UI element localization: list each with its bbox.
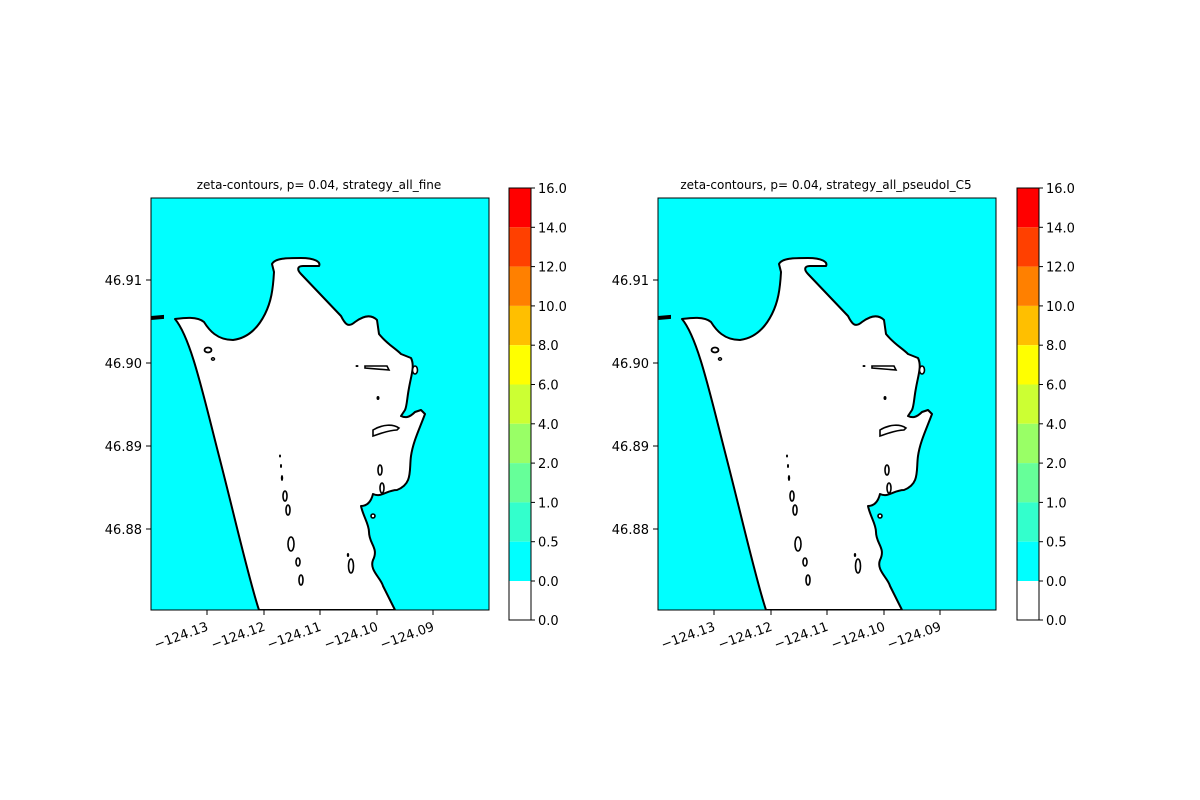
colorbar-label: 14.0 [538,221,567,236]
x-tick-label: −124.10 [322,620,380,653]
colorbar-label: 4.0 [1046,418,1067,433]
colorbar-label: 6.0 [538,379,559,394]
colorbar-label: 8.0 [538,339,559,354]
x-tick-label: −124.13 [659,620,717,653]
y-axis-1: 46.91 46.90 46.89 46.88 [105,274,151,538]
colorbar-label: 0.0 [538,614,559,629]
colorbar-label: 14.0 [1046,221,1075,236]
x-tick-label: −124.09 [885,620,943,653]
colorbar-label: 8.0 [1046,339,1067,354]
x-tick-label: −124.12 [716,620,774,653]
colorbar-label: 12.0 [1046,261,1075,276]
colorbar-label: 10.0 [1046,300,1075,315]
x-tick-label: −124.11 [265,620,323,653]
colorbar-label: 10.0 [538,300,567,315]
map-area-2 [657,197,997,611]
y-tick-label: 46.88 [105,523,142,538]
y-tick-label: 46.88 [612,523,649,538]
x-tick-label: −124.09 [378,620,436,653]
panel-2-title: zeta-contours, p= 0.04, strategy_all_pse… [680,178,971,192]
colorbar-label: 1.0 [1046,496,1067,511]
colorbar-label: 16.0 [1046,182,1075,197]
colorbar-label: 6.0 [1046,379,1067,394]
y-tick-label: 46.90 [105,357,142,372]
x-tick-label: −124.12 [209,620,267,653]
y-tick-label: 46.90 [612,357,649,372]
colorbar-label: 0.0 [1046,614,1067,629]
colorbar-label: 4.0 [538,418,559,433]
y-tick-label: 46.89 [105,440,142,455]
colorbar-label: 0.5 [538,536,559,551]
panel-1-title: zeta-contours, p= 0.04, strategy_all_fin… [197,178,442,192]
map-area-1 [150,197,490,611]
colorbar-label: 0.0 [1046,575,1067,590]
colorbar-2: 16.0 14.0 12.0 10.0 8.0 6.0 4.0 2.0 1.0 … [1016,182,1075,629]
colorbar-label: 2.0 [538,457,559,472]
x-tick-label: −124.10 [829,620,887,653]
x-axis-2: −124.13 −124.12 −124.11 −124.10 −124.09 [659,610,943,653]
y-axis-2: 46.91 46.90 46.89 46.88 [612,274,658,538]
colorbar-1: 16.0 14.0 12.0 10.0 8.0 6.0 4.0 2.0 1.0 … [508,182,567,629]
y-tick-label: 46.89 [612,440,649,455]
panel-2: zeta-contours, p= 0.04, strategy_all_pse… [612,178,1075,653]
y-tick-label: 46.91 [105,274,142,289]
colorbar-label: 2.0 [1046,457,1067,472]
colorbar-label: 16.0 [538,182,567,197]
x-axis-1: −124.13 −124.12 −124.11 −124.10 −124.09 [152,610,436,653]
panel-1: zeta-contours, p= 0.04, strategy_all_fin… [105,178,567,653]
x-tick-label: −124.11 [772,620,830,653]
colorbar-label: 0.5 [1046,536,1067,551]
y-tick-label: 46.91 [612,274,649,289]
colorbar-label: 0.0 [538,575,559,590]
x-tick-label: −124.13 [152,620,210,653]
colorbar-label: 1.0 [538,496,559,511]
colorbar-label: 12.0 [538,261,567,276]
